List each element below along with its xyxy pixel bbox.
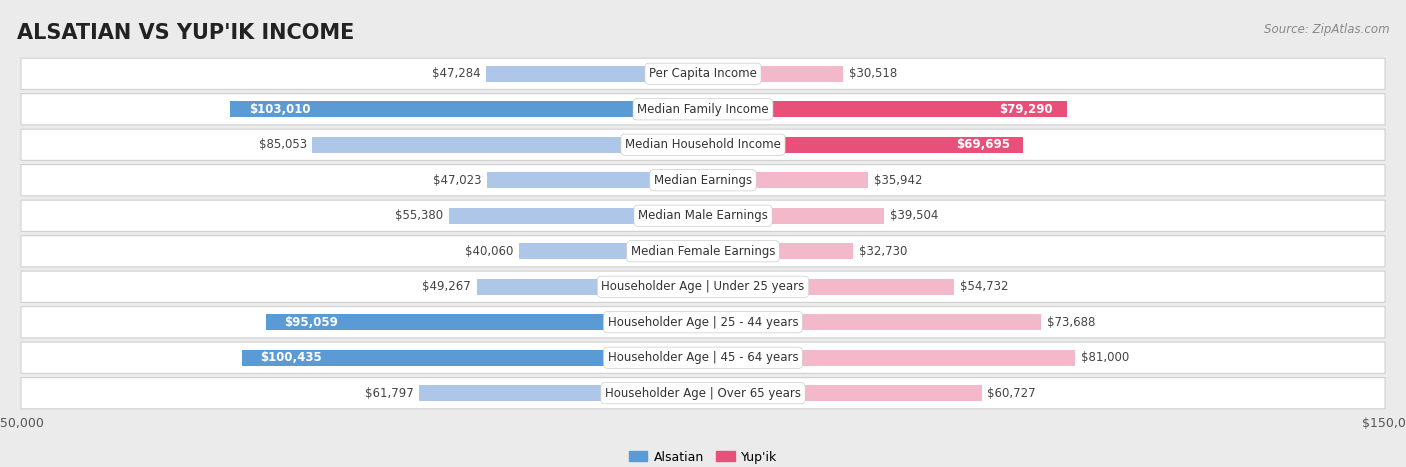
Bar [519, 243, 703, 259]
Text: $40,060: $40,060 [465, 245, 513, 258]
FancyBboxPatch shape [21, 271, 1385, 302]
Text: $100,435: $100,435 [260, 351, 322, 364]
Text: Median Female Earnings: Median Female Earnings [631, 245, 775, 258]
Bar [703, 350, 1076, 366]
FancyBboxPatch shape [21, 58, 1385, 89]
Text: $79,290: $79,290 [1000, 103, 1053, 116]
Text: ALSATIAN VS YUP'IK INCOME: ALSATIAN VS YUP'IK INCOME [17, 23, 354, 43]
Text: $81,000: $81,000 [1081, 351, 1129, 364]
Bar [242, 350, 703, 366]
Text: $60,727: $60,727 [987, 387, 1036, 400]
Text: Householder Age | Over 65 years: Householder Age | Over 65 years [605, 387, 801, 400]
Text: Householder Age | 25 - 44 years: Householder Age | 25 - 44 years [607, 316, 799, 329]
Bar [486, 66, 703, 82]
Bar [703, 385, 981, 401]
Text: $39,504: $39,504 [890, 209, 938, 222]
Text: $95,059: $95,059 [284, 316, 337, 329]
Bar [419, 385, 703, 401]
Text: $103,010: $103,010 [249, 103, 311, 116]
Text: Median Earnings: Median Earnings [654, 174, 752, 187]
Bar [703, 279, 955, 295]
Text: $47,023: $47,023 [433, 174, 481, 187]
Bar [703, 137, 1024, 153]
Text: $47,284: $47,284 [432, 67, 481, 80]
Bar [703, 208, 884, 224]
Bar [486, 172, 703, 188]
Bar [266, 314, 703, 330]
Bar [449, 208, 703, 224]
Text: $49,267: $49,267 [422, 280, 471, 293]
FancyBboxPatch shape [21, 307, 1385, 338]
FancyBboxPatch shape [21, 165, 1385, 196]
Text: $32,730: $32,730 [859, 245, 907, 258]
Text: $73,688: $73,688 [1047, 316, 1095, 329]
Text: Median Male Earnings: Median Male Earnings [638, 209, 768, 222]
Text: Per Capita Income: Per Capita Income [650, 67, 756, 80]
Text: $61,797: $61,797 [366, 387, 413, 400]
Text: $85,053: $85,053 [259, 138, 307, 151]
Text: $30,518: $30,518 [849, 67, 897, 80]
Bar [312, 137, 703, 153]
FancyBboxPatch shape [21, 236, 1385, 267]
FancyBboxPatch shape [21, 129, 1385, 160]
Bar [703, 101, 1067, 117]
Bar [231, 101, 703, 117]
Text: Source: ZipAtlas.com: Source: ZipAtlas.com [1264, 23, 1389, 36]
Bar [703, 172, 868, 188]
Bar [703, 243, 853, 259]
Text: Householder Age | 45 - 64 years: Householder Age | 45 - 64 years [607, 351, 799, 364]
FancyBboxPatch shape [21, 378, 1385, 409]
Bar [477, 279, 703, 295]
Text: Householder Age | Under 25 years: Householder Age | Under 25 years [602, 280, 804, 293]
Text: $35,942: $35,942 [873, 174, 922, 187]
FancyBboxPatch shape [21, 342, 1385, 373]
Text: Median Household Income: Median Household Income [626, 138, 780, 151]
Bar [703, 314, 1042, 330]
Bar [703, 66, 844, 82]
Text: $55,380: $55,380 [395, 209, 443, 222]
FancyBboxPatch shape [21, 94, 1385, 125]
Text: $54,732: $54,732 [960, 280, 1008, 293]
Legend: Alsatian, Yup'ik: Alsatian, Yup'ik [623, 446, 783, 467]
Text: Median Family Income: Median Family Income [637, 103, 769, 116]
Text: $69,695: $69,695 [956, 138, 1011, 151]
FancyBboxPatch shape [21, 200, 1385, 231]
